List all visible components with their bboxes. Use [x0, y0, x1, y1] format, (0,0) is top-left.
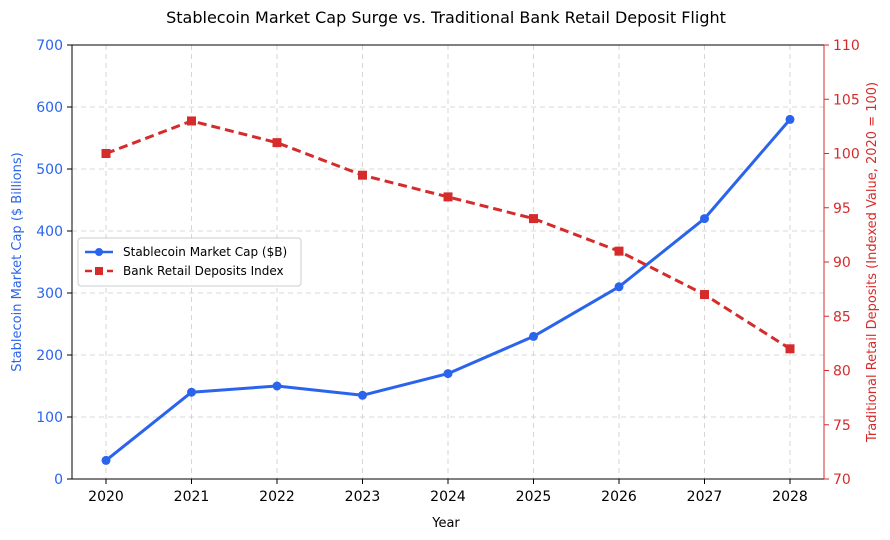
y-left-tick-label: 600 — [36, 100, 63, 116]
y-right-tick-label: 90 — [833, 255, 851, 271]
data-point-square — [358, 170, 367, 180]
y-right-tick-label: 85 — [833, 309, 851, 325]
y-right-tick-label: 100 — [833, 147, 860, 163]
y-right-tick-label: 105 — [833, 92, 860, 108]
y-left-tick-label: 400 — [36, 224, 63, 240]
y-left-tick-label: 500 — [36, 162, 63, 178]
y-left-tick-label: 0 — [54, 472, 63, 488]
data-point-square — [187, 116, 196, 126]
data-point-circle — [101, 455, 111, 465]
x-axis-label: Year — [431, 516, 460, 531]
series — [101, 114, 795, 465]
data-point-circle — [443, 369, 453, 379]
legend-marker-stablecoin — [95, 248, 103, 256]
legend-label-deposits: Bank Retail Deposits Index — [123, 264, 284, 278]
y-right-tick-label: 95 — [833, 201, 851, 217]
data-point-square — [272, 138, 282, 148]
legend-marker-deposits — [95, 267, 103, 275]
y-axis-left-label: Stablecoin Market Cap ($ Billions) — [10, 152, 25, 371]
legend-box — [77, 237, 302, 287]
data-point-circle — [358, 390, 367, 400]
x-tick-label: 2023 — [345, 489, 381, 505]
data-point-circle — [700, 214, 709, 224]
data-point-circle — [272, 381, 282, 391]
x-tick-label: 2025 — [516, 489, 552, 505]
x-tick-label: 2021 — [174, 489, 210, 505]
legend-label-stablecoin: Stablecoin Market Cap ($B) — [123, 245, 287, 259]
y-left-tick-label: 200 — [36, 348, 63, 364]
chart-title: Stablecoin Market Cap Surge vs. Traditio… — [166, 8, 726, 27]
x-tick-label: 2022 — [259, 489, 295, 505]
y-left-tick-label: 300 — [36, 286, 63, 302]
data-point-square — [443, 192, 453, 202]
x-tick-label: 2028 — [772, 489, 808, 505]
y-right-tick-label: 75 — [833, 418, 851, 434]
data-point-square — [529, 214, 538, 224]
x-tick-label: 2027 — [687, 489, 723, 505]
data-point-circle — [187, 387, 196, 397]
x-tick-label: 2026 — [601, 489, 637, 505]
y-right-tick-label: 80 — [833, 364, 851, 380]
data-point-square — [700, 290, 709, 300]
data-point-square — [101, 149, 111, 158]
legend: Stablecoin Market Cap ($B) Bank Retail D… — [77, 237, 302, 287]
axes: 2020 2021 2022 2023 2024 2025 2026 2027 2028 0 100… — [36, 38, 859, 505]
data-point-square — [614, 246, 624, 256]
data-point-circle — [614, 282, 624, 292]
x-tick-label: 2020 — [88, 489, 124, 505]
data-point-square — [785, 344, 795, 354]
y-right-tick-label: 110 — [833, 38, 860, 54]
x-tick-label: 2024 — [430, 489, 466, 505]
data-point-circle — [785, 114, 795, 124]
y-left-tick-label: 100 — [36, 410, 63, 426]
y-axis-right-label: Traditional Retail Deposits (Indexed Val… — [865, 82, 880, 443]
series-line-1 — [105, 119, 791, 351]
y-left-tick-label: 700 — [36, 38, 63, 54]
data-point-circle — [529, 331, 538, 341]
y-right-tick-label: 70 — [833, 472, 851, 488]
